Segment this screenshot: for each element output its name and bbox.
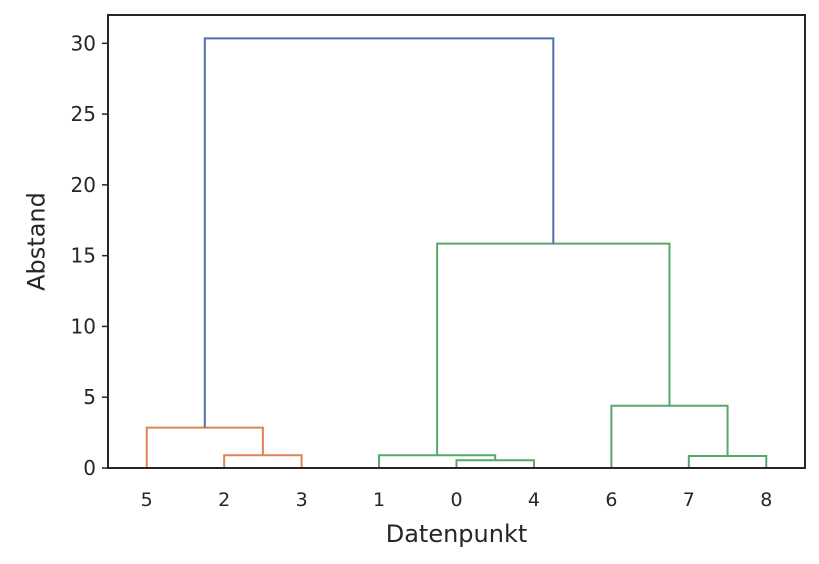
x-tick-label: 8 — [760, 489, 772, 511]
x-tick-label: 6 — [605, 489, 617, 511]
y-tick-label: 15 — [71, 244, 96, 268]
dendrogram-link-0 — [223, 454, 303, 468]
x-tick-label: 3 — [296, 489, 308, 511]
dendrogram-link-6 — [436, 242, 671, 456]
dendrogram-link-4 — [687, 454, 768, 468]
x-tick-label: 0 — [450, 489, 462, 511]
x-tick-label: 1 — [373, 489, 385, 511]
y-tick-label: 0 — [83, 456, 96, 480]
x-axis: 5 2 3 1 0 4 6 7 8 — [141, 489, 773, 511]
x-axis-label: Datenpunkt — [386, 520, 528, 548]
y-tick-label: 5 — [83, 385, 96, 409]
y-tick-label: 10 — [71, 314, 96, 338]
x-tick-label: 2 — [218, 489, 230, 511]
x-tick-label: 7 — [683, 489, 695, 511]
y-tick-label: 20 — [71, 173, 96, 197]
x-tick-label: 5 — [141, 489, 153, 511]
y-tick-label: 25 — [71, 102, 96, 126]
dendrogram-link-5 — [610, 404, 729, 468]
y-axis-label: Abstand — [22, 192, 50, 291]
dendrogram-link-3 — [378, 454, 497, 468]
y-axis: 0 5 10 15 20 25 30 — [71, 31, 108, 480]
y-tick-label: 30 — [71, 31, 96, 55]
dendrogram-link-7 — [203, 37, 555, 428]
plot-frame — [107, 14, 806, 469]
x-tick-label: 4 — [528, 489, 540, 511]
dendrogram-link-1 — [145, 426, 264, 468]
dendrogram-links — [145, 37, 768, 468]
dendrogram-link-2 — [455, 459, 535, 468]
